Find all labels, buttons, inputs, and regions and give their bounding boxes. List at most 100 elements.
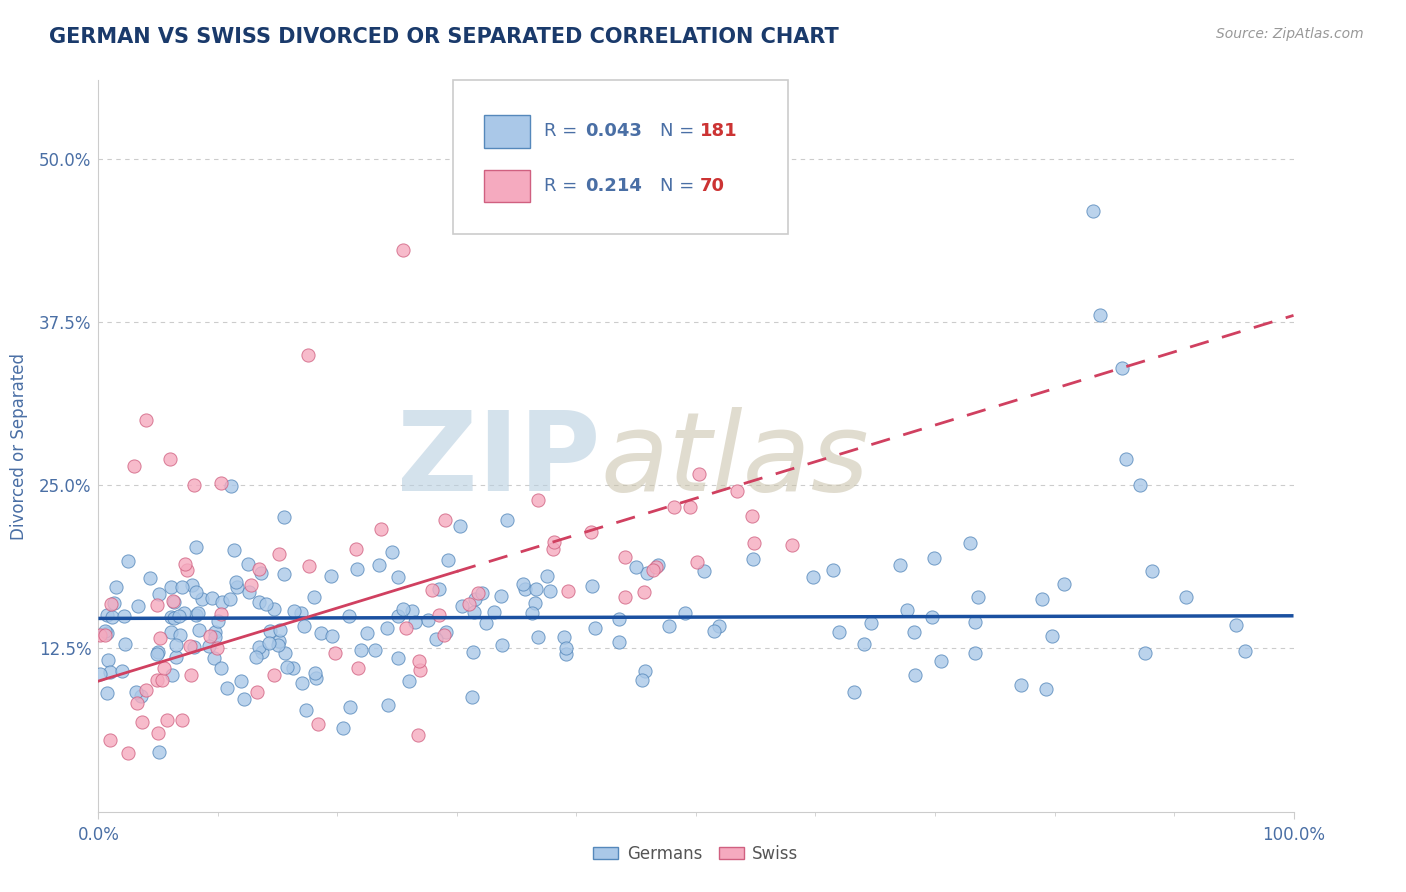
Point — [125, 685, 148, 699]
Point — [159, 610, 181, 624]
Point — [904, 668, 927, 682]
Text: 70: 70 — [700, 178, 724, 195]
Point — [259, 624, 281, 638]
Point — [693, 564, 716, 578]
Point — [395, 621, 418, 635]
Point — [180, 667, 202, 681]
Point — [495, 513, 517, 527]
Point — [449, 518, 471, 533]
Point — [179, 639, 201, 653]
Point — [160, 668, 183, 682]
Point — [420, 582, 443, 597]
Point — [149, 632, 172, 646]
Point — [204, 630, 226, 644]
Point — [436, 553, 458, 567]
Point — [381, 545, 404, 559]
Point — [215, 681, 238, 695]
Point — [302, 591, 325, 605]
Point — [579, 524, 602, 539]
Point — [1010, 678, 1032, 692]
Point — [211, 607, 233, 622]
Point — [218, 591, 240, 606]
Point — [647, 558, 669, 572]
Point — [173, 606, 195, 620]
Point — [959, 536, 981, 550]
Point — [1233, 644, 1256, 658]
Point — [451, 599, 474, 613]
Point — [96, 626, 118, 640]
Point — [1174, 591, 1197, 605]
Point — [309, 625, 332, 640]
Point — [156, 714, 179, 728]
Point — [96, 607, 118, 622]
Point — [636, 566, 658, 580]
Point — [475, 615, 498, 630]
Point — [146, 647, 169, 661]
Point — [339, 699, 361, 714]
Text: 181: 181 — [700, 122, 737, 140]
Point — [283, 661, 305, 675]
Point — [297, 348, 319, 362]
Point — [398, 674, 420, 689]
Point — [174, 558, 197, 572]
Point — [231, 673, 253, 688]
Point — [482, 605, 505, 619]
Point — [387, 609, 409, 624]
Point — [581, 579, 603, 593]
Point — [679, 500, 702, 514]
Point — [247, 640, 270, 655]
Point — [183, 478, 205, 492]
Point — [427, 582, 450, 596]
Point — [127, 697, 149, 711]
Point — [246, 685, 269, 699]
Point — [1225, 618, 1247, 632]
Point — [434, 625, 457, 640]
Point — [162, 594, 184, 608]
Point — [614, 550, 637, 565]
Point — [160, 580, 183, 594]
Point — [187, 623, 209, 637]
Text: N =: N = — [661, 122, 700, 140]
Point — [903, 624, 925, 639]
Point — [401, 604, 423, 618]
Point — [685, 555, 707, 569]
Point — [1133, 646, 1156, 660]
Point — [238, 584, 260, 599]
Point — [607, 635, 630, 649]
Point — [896, 603, 918, 617]
Point — [186, 608, 208, 623]
Point — [117, 554, 139, 568]
Point — [291, 676, 314, 690]
FancyBboxPatch shape — [485, 115, 530, 147]
Text: N =: N = — [661, 178, 700, 195]
Point — [742, 536, 765, 550]
Point — [269, 547, 291, 561]
Point — [146, 673, 169, 688]
Point — [339, 609, 361, 624]
Point — [538, 584, 561, 599]
Point — [965, 615, 987, 629]
Point — [250, 645, 273, 659]
Point — [630, 673, 652, 687]
Point — [688, 467, 710, 481]
Point — [224, 542, 246, 557]
Point — [94, 624, 117, 638]
Point — [283, 604, 305, 618]
Point — [634, 665, 657, 679]
Point — [263, 602, 285, 616]
Point — [633, 585, 655, 599]
Point — [225, 575, 247, 590]
Point — [100, 665, 122, 679]
Point — [543, 534, 565, 549]
Point — [425, 632, 447, 647]
Point — [160, 625, 183, 640]
Point — [461, 690, 484, 705]
Point — [250, 566, 273, 581]
Point — [239, 578, 262, 592]
Point — [100, 597, 122, 611]
Point — [356, 626, 378, 640]
Point — [103, 596, 125, 610]
Text: ZIP: ZIP — [396, 407, 600, 514]
Point — [89, 628, 111, 642]
Point — [325, 646, 347, 660]
